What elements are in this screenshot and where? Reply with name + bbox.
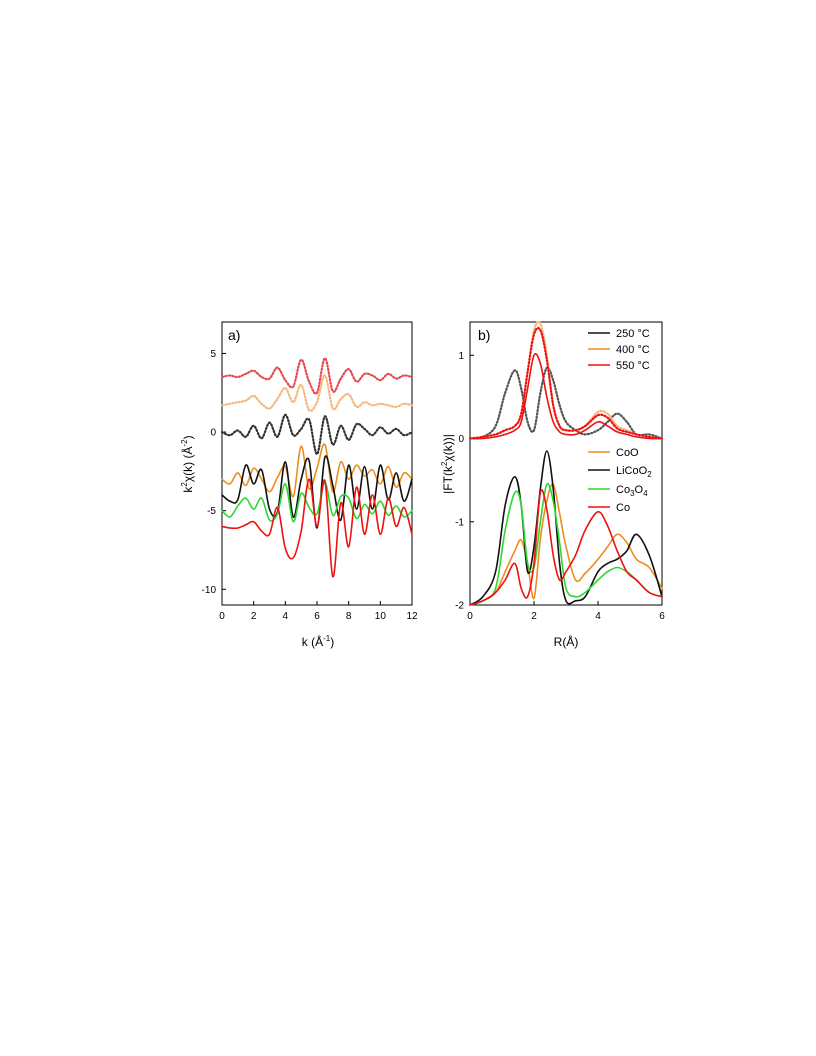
legend-label-co3o4: Co3O4: [616, 484, 648, 498]
legend-label-400: 400 °C: [616, 344, 650, 356]
panel-a-series-3: [221, 443, 413, 498]
panel-b-ylabel: |FT(k2χ(k))|: [440, 434, 455, 494]
panel-b-series-0: [468, 366, 664, 440]
legend-label-coo: CoO: [616, 447, 639, 459]
panel-a-xtick-label: 10: [375, 611, 387, 622]
panel-b-series-7: [469, 489, 663, 606]
panel-a-series-5: [221, 481, 413, 523]
panel-b: 0 2 4 6 1 0 -1 -2 b) R(Å) |FT(k2χ(k))| 250 °C 4…: [440, 320, 665, 649]
panel-a-xtick-label: 6: [314, 611, 320, 622]
panel-a-ticks: 0 2 4 6 8 10 12 5 0 -5 -10: [202, 349, 418, 622]
panel-a-xtick-label: 0: [219, 611, 225, 622]
panel-b-series-3: [469, 353, 663, 440]
panel-b-ytick-label: 1: [458, 351, 464, 362]
panel-b-xtick-label: 4: [595, 611, 601, 622]
panel-a-series: [220, 357, 414, 578]
panel-a-series-6: [221, 478, 413, 578]
panel-a-xtick-label: 4: [283, 611, 289, 622]
legend-label-co: Co: [616, 502, 630, 514]
panel-a-xtick-label: 8: [346, 611, 352, 622]
panel-b-xlabel: R(Å): [554, 634, 579, 649]
panel-a-series-1: [220, 374, 414, 412]
panel-b-label: b): [478, 327, 490, 343]
panel-a-label: a): [228, 327, 240, 343]
panel-b-ytick-label: -2: [455, 601, 464, 612]
panel-a-xlabel: k (Å-1): [302, 634, 334, 649]
panel-b-ytick-label: -1: [455, 517, 464, 528]
panel-a-frame: [221, 321, 413, 606]
panel-b-series-6: [469, 482, 663, 606]
panel-b-series: [468, 320, 664, 606]
panel-a-xtick-label: 2: [251, 611, 257, 622]
panel-b-frame: [469, 321, 663, 606]
legend-label-250: 250 °C: [616, 328, 650, 340]
panel-a-ytick-label: -10: [202, 585, 217, 596]
panel-b-xtick-label: 6: [659, 611, 665, 622]
panel-a-xtick-label: 12: [406, 611, 418, 622]
legend-top: 250 °C 400 °C 550 °C: [588, 328, 650, 372]
legend-bottom: CoO LiCoO2 Co3O4 Co: [588, 447, 652, 514]
panel-b-ytick-label: 0: [458, 434, 464, 445]
panel-b-series-4: [469, 483, 663, 606]
panel-a-ytick-label: 0: [210, 428, 216, 439]
panel-b-series-2: [468, 326, 664, 440]
panel-a-series-0: [220, 357, 414, 395]
panel-b-xtick-label: 2: [531, 611, 537, 622]
panel-a-ytick-label: 5: [210, 349, 216, 360]
legend-label-550: 550 °C: [616, 360, 650, 372]
panel-a: 0 2 4 6 8 10 12 5 0 -5 -10 a) k (Å-1) k2χ(k) (Å-2): [180, 321, 418, 649]
panel-b-xtick-label: 0: [467, 611, 473, 622]
panel-b-ticks: 0 2 4 6 1 0 -1 -2: [455, 351, 665, 622]
panel-a-ytick-label: -5: [207, 506, 216, 517]
panel-a-ylabel: k2χ(k) (Å-2): [180, 435, 195, 492]
panel-a-series-4: [221, 455, 413, 529]
panel-a-series-2: [220, 413, 414, 456]
legend-label-licoo2: LiCoO2: [616, 465, 652, 479]
